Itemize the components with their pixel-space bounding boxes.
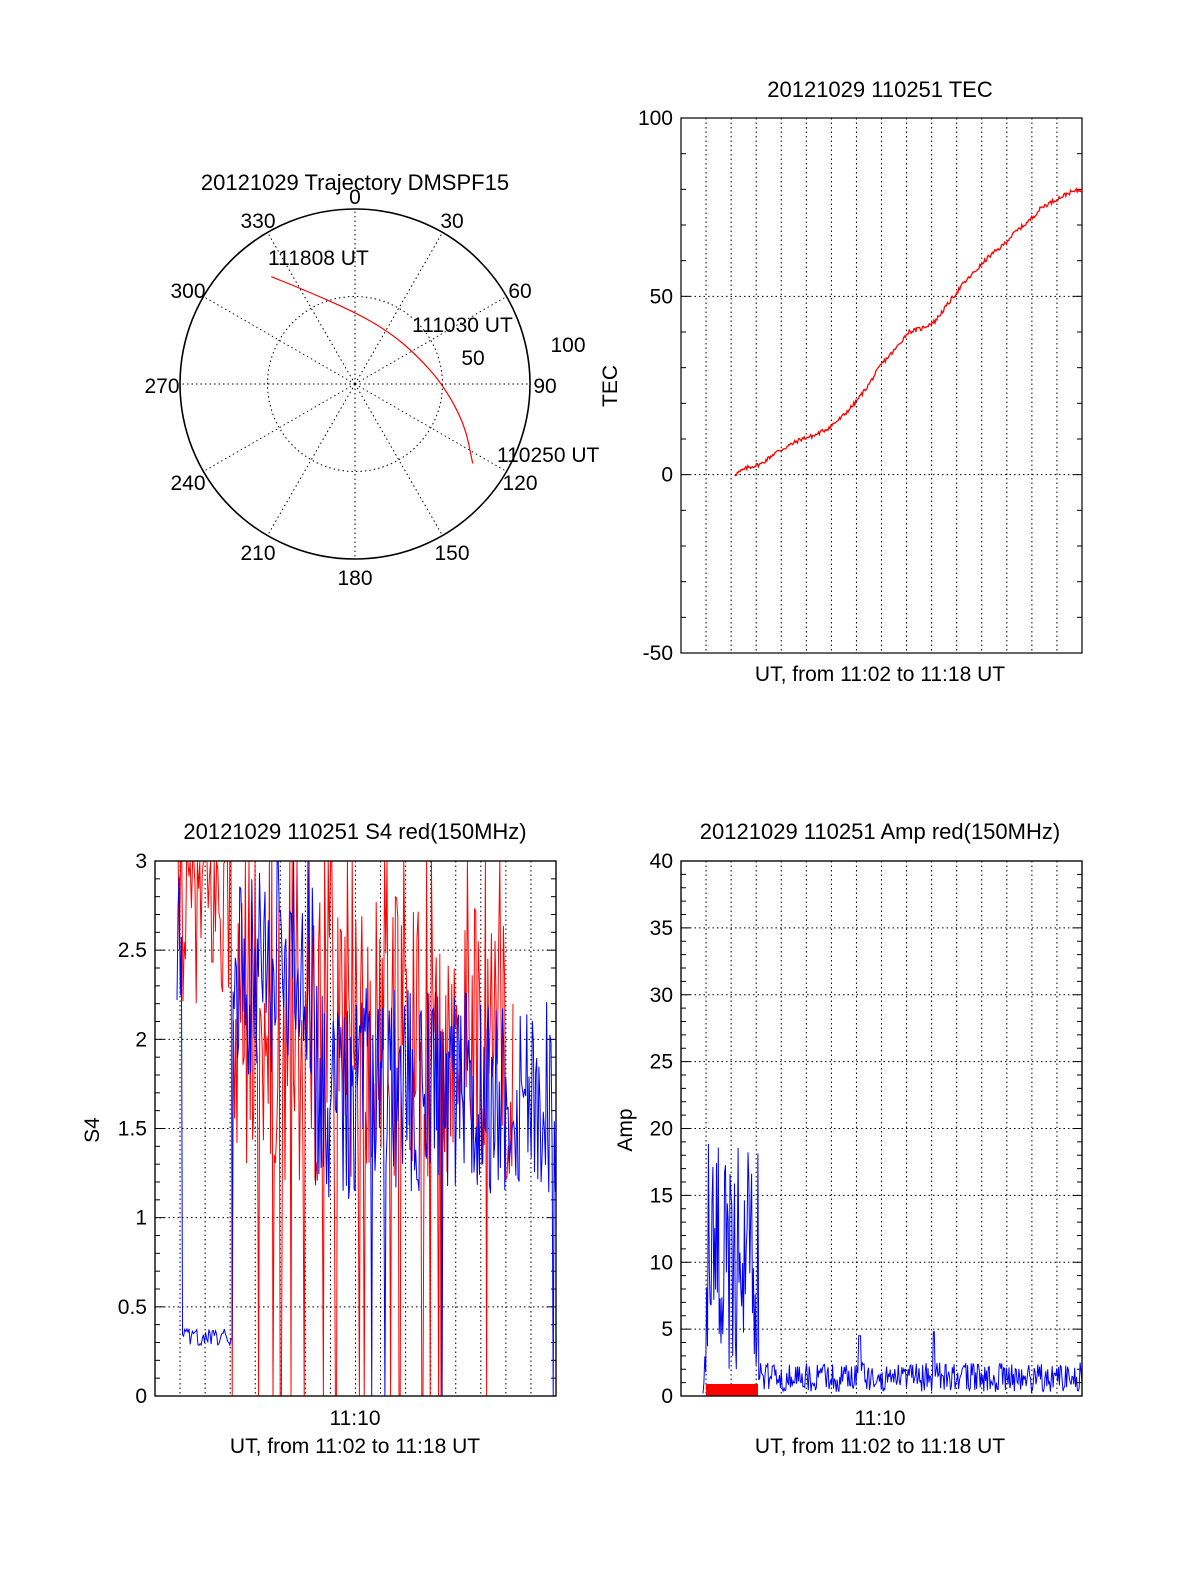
polar-inner-circle xyxy=(267,296,443,472)
amp-ytick-label: 15 xyxy=(650,1184,673,1207)
polar-angle-label: 90 xyxy=(533,375,556,398)
tec-panel: 20121029 110251 TEC UT, from 11:02 to 11… xyxy=(599,77,1083,686)
amp-ytick-label: 40 xyxy=(650,850,673,873)
polar-angle-label: 240 xyxy=(170,472,205,495)
polar-angle-label: 60 xyxy=(508,280,531,303)
amp-panel: 20121029 110251 Amp red(150MHz) UT, from… xyxy=(614,819,1083,1458)
polar-outer-circle xyxy=(179,208,531,560)
polar-radial-label: 50 xyxy=(461,347,484,370)
polar-trajectory: 110250 UT 111030 UT 111808 UT xyxy=(268,247,600,467)
s4-ytick-label: 1.5 xyxy=(118,1118,147,1141)
trajectory-time-label: 111030 UT xyxy=(412,314,513,337)
s4-panel: 20121029 110251 S4 red(150MHz) UT, from … xyxy=(81,819,557,1458)
amp-ylabel: Amp xyxy=(614,1108,637,1151)
s4-plot-area: 0 0.5 1 1.5 2 2.5 3 xyxy=(118,850,557,1408)
amp-blue-series xyxy=(702,1143,1083,1394)
polar-angle-label: 300 xyxy=(170,280,205,303)
polar-trajectory-panel: 20121029 Trajectory DMSPF15 0 30 60 90 120 15… xyxy=(144,170,599,590)
polar-grid xyxy=(179,208,531,560)
polar-angle-label: 270 xyxy=(144,375,179,398)
tec-ylabel: TEC xyxy=(599,365,622,407)
polar-angle-label: 210 xyxy=(240,542,275,565)
amp-ytick-label: 10 xyxy=(650,1251,673,1274)
amp-ytick-label: 20 xyxy=(650,1118,673,1141)
s4-ylabel: S4 xyxy=(81,1117,104,1143)
s4-ytick-label: 2 xyxy=(135,1028,147,1051)
tec-plot-area: -50 0 50 100 xyxy=(638,107,1083,665)
tec-frame xyxy=(680,117,1083,654)
s4-xlabel: UT, from 11:02 to 11:18 UT xyxy=(230,1435,480,1458)
amp-plot-area: 0 5 10 15 20 25 30 35 40 xyxy=(650,850,1083,1408)
polar-title: 20121029 Trajectory DMSPF15 xyxy=(201,170,509,195)
trajectory-time-label: 111808 UT xyxy=(268,247,369,270)
s4-blue-series xyxy=(176,860,556,1397)
polar-angle-label: 180 xyxy=(337,567,372,590)
trajectory-time-label: 110250 UT xyxy=(497,444,600,467)
polar-spoke xyxy=(267,383,356,536)
tec-ytick-label: -50 xyxy=(643,642,673,665)
s4-frame-top xyxy=(154,860,557,1397)
polar-angle-label: 30 xyxy=(440,210,463,233)
s4-title: 20121029 110251 S4 red(150MHz) xyxy=(183,819,526,844)
polar-angle-label: 330 xyxy=(240,210,275,233)
s4-ytick-label: 0.5 xyxy=(118,1296,147,1319)
amp-ytick-label: 0 xyxy=(661,1385,673,1408)
tec-ytick-label: 0 xyxy=(661,464,673,487)
s4-ytick-label: 0 xyxy=(135,1385,147,1408)
polar-angle-labels: 0 30 60 90 120 150 180 210 240 270 300 330 50 100 xyxy=(144,186,585,590)
s4-xtick: 11:10 xyxy=(330,1407,381,1430)
tec-xlabel: UT, from 11:02 to 11:18 UT xyxy=(755,663,1005,686)
tec-ytick-label: 50 xyxy=(650,285,673,308)
polar-spoke xyxy=(203,383,356,472)
tec-series-line xyxy=(734,187,1083,477)
amp-frame-top xyxy=(680,860,1083,1397)
amp-red-series xyxy=(706,1383,758,1396)
s4-ytick-label: 3 xyxy=(135,850,147,873)
amp-title: 20121029 110251 Amp red(150MHz) xyxy=(700,819,1060,844)
tec-title: 20121029 110251 TEC xyxy=(767,77,993,102)
polar-angle-label: 150 xyxy=(434,542,469,565)
amp-ytick-label: 30 xyxy=(650,984,673,1007)
s4-ytick-label: 1 xyxy=(135,1207,147,1230)
amp-xtick: 11:10 xyxy=(855,1407,906,1430)
amp-ytick-label: 5 xyxy=(661,1318,673,1341)
polar-angle-label: 120 xyxy=(502,472,537,495)
amp-ytick-label: 25 xyxy=(650,1051,673,1074)
amp-xlabel: UT, from 11:02 to 11:18 UT xyxy=(755,1435,1005,1458)
polar-radial-label: 100 xyxy=(550,334,585,357)
polar-angle-label: 0 xyxy=(349,186,361,209)
tec-ytick-label: 100 xyxy=(638,107,673,130)
amp-ytick-label: 35 xyxy=(650,917,673,940)
s4-ytick-label: 2.5 xyxy=(118,939,147,962)
trajectory-line xyxy=(270,276,474,464)
